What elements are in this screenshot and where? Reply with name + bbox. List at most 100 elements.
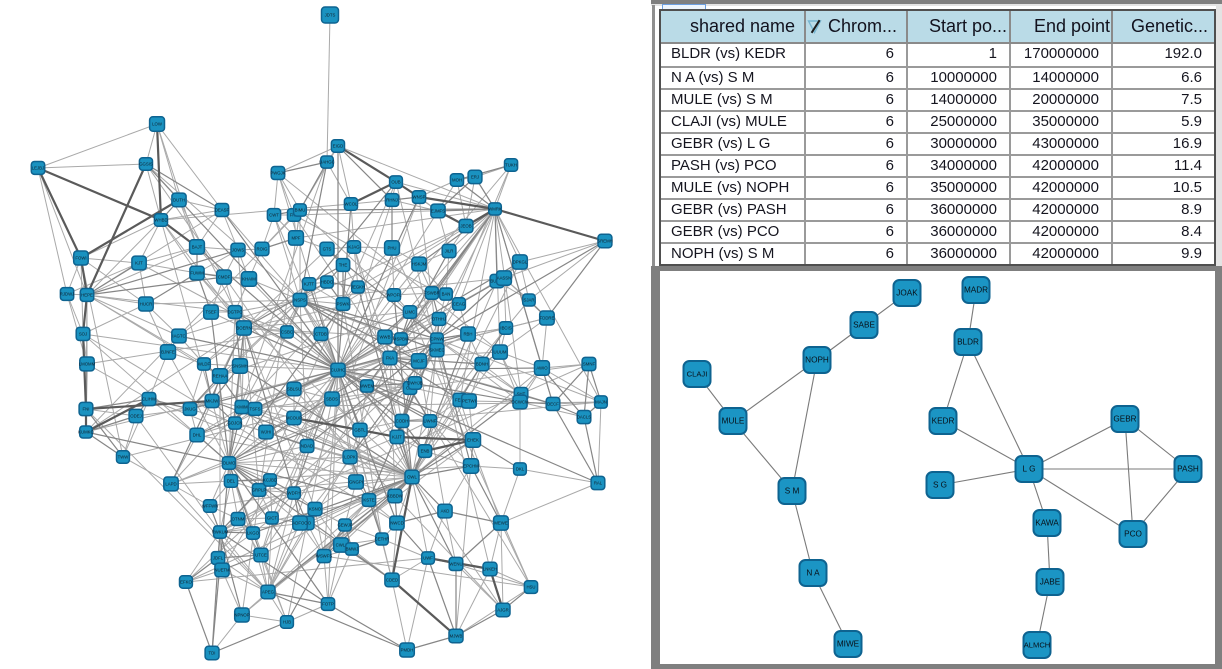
svg-text:TDI: TDI [209,651,216,656]
svg-text:EPCHM: EPCHM [463,464,479,469]
svg-text:PWGJK: PWGJK [270,171,285,176]
svg-text:SHT: SHT [517,392,526,397]
svg-text:GOJCN: GOJCN [227,421,242,426]
svg-text:BIMU: BIMU [295,208,306,213]
svg-text:CSBC: CSBC [281,330,293,335]
svg-text:WFFWN: WFFWN [202,504,218,509]
svg-text:ODEJ: ODEJ [130,414,141,419]
svg-text:CDED: CDED [386,578,398,583]
svg-text:FKA: FKA [386,356,394,361]
svg-text:NOPH: NOPH [805,356,829,365]
svg-text:EIGD: EIGD [333,144,344,149]
svg-text:LMOMM: LMOMM [79,362,96,367]
svg-text:SABE: SABE [853,321,875,330]
svg-text:WMRK: WMRK [488,207,502,212]
svg-text:FOWI: FOWI [75,256,86,261]
svg-text:CEAG: CEAG [453,302,466,307]
svg-text:DEASF: DEASF [215,208,230,213]
svg-text:MIWE: MIWE [837,640,860,649]
svg-text:RAL: RAL [594,481,603,486]
svg-text:KCJBD: KCJBD [263,478,277,483]
svg-text:JOAK: JOAK [896,289,918,298]
svg-text:DHL: DHL [193,433,202,438]
svg-text:KJJT: KJJT [392,435,402,440]
svg-text:BJNFE: BJNFE [161,350,175,355]
svg-text:LNKEH: LNKEH [483,567,497,572]
svg-text:WWB: WWB [380,335,391,340]
svg-text:CLIHW: CLIHW [142,397,157,402]
svg-text:EJMFS: EJMFS [431,209,445,214]
svg-text:GNGPI: GNGPI [349,480,363,485]
svg-text:HJB: HJB [283,620,291,625]
svg-text:UWNF: UWNF [424,419,437,424]
svg-text:EFKO: EFKO [180,580,192,585]
svg-text:HUCR: HUCR [140,302,152,307]
svg-text:GEBR: GEBR [1113,415,1136,424]
svg-text:FEIJI: FEIJI [455,398,465,403]
svg-text:MCJF: MCJF [413,359,425,364]
svg-text:UUUM: UUUM [494,350,507,355]
svg-text:SJAR: SJAR [524,298,535,303]
svg-text:DACLS: DACLS [577,415,591,420]
svg-text:HEPE: HEPE [81,293,93,298]
svg-text:CTDB: CTDB [315,332,327,337]
svg-text:FOTP: FOTP [322,602,334,607]
svg-text:IBCIS: IBCIS [500,326,511,331]
svg-text:UWF: UWF [423,556,433,561]
svg-text:ERJ: ERJ [471,175,479,180]
svg-text:JEGKH: JEGKH [351,285,365,290]
svg-text:AKD: AKD [441,509,450,514]
svg-text:AASSN: AASSN [497,276,512,281]
svg-text:ADFOO: ADFOO [292,521,308,526]
svg-text:PHU: PHU [387,246,396,251]
svg-text:DPKGL: DPKGL [513,260,528,265]
svg-text:CLAJI: CLAJI [687,370,708,379]
svg-text:MOH: MOH [452,178,462,183]
svg-text:WHBD: WHBD [154,218,167,223]
svg-text:JABE: JABE [1040,578,1061,587]
svg-text:MWEM: MWEM [360,384,375,389]
svg-text:LOPK: LOPK [344,455,356,460]
svg-text:NWCD: NWCD [390,521,403,526]
svg-text:CUJHC: CUJHC [331,368,346,373]
svg-text:CETHR: CETHR [375,537,390,542]
svg-text:KUMKO: KUMKO [78,430,94,435]
svg-text:KBBDW: KBBDW [387,494,404,499]
svg-text:NPNOP: NPNOP [234,613,249,618]
svg-text:KHAIM: KHAIM [242,277,256,282]
svg-text:CMDF: CMDF [218,275,231,280]
svg-text:BAN: BAN [442,292,451,297]
svg-text:LAPD: LAPD [165,482,176,487]
svg-text:GRPLP: GRPLP [252,488,267,493]
svg-text:MAJN: MAJN [595,400,607,405]
svg-text:LIMC: LIMC [405,310,415,315]
svg-text:NUETM: NUETM [214,568,230,573]
svg-text:MULE: MULE [722,417,745,426]
svg-text:OLMO: OLMO [223,461,236,466]
svg-text:L G: L G [1023,465,1036,474]
svg-text:JDTS: JDTS [325,13,336,18]
svg-text:FNI: FNI [83,407,90,412]
svg-text:JILR: JILR [445,249,454,254]
svg-text:BOERN: BOERN [236,326,251,331]
svg-text:WSWFS: WSWFS [316,554,333,559]
svg-text:IAGTC: IAGTC [172,334,185,339]
svg-text:KJT: KJT [135,261,143,266]
svg-text:DGTPC: DGTPC [227,310,242,315]
svg-text:APEG: APEG [262,590,275,595]
svg-text:UAHGC: UAHGC [319,160,335,165]
svg-text:GGSIS: GGSIS [139,162,153,167]
svg-text:TUKH: TUKH [505,163,517,168]
svg-text:HBDO: HBDO [321,280,334,285]
svg-text:PMDH: PMDH [401,648,414,653]
svg-text:BLDR: BLDR [957,338,979,347]
svg-text:MEWE: MEWE [494,521,508,526]
svg-text:DEL: DEL [227,479,236,484]
svg-text:OUB: OUB [391,180,400,185]
svg-text:JDFL: JDFL [213,556,224,561]
svg-text:JEOB: JEOB [460,224,471,229]
svg-text:MPF: MPF [291,236,300,241]
svg-text:DUTH: DUTH [173,198,185,203]
svg-text:SNSMH: SNSMH [232,364,248,369]
svg-text:HSKJM: HSKJM [412,262,427,267]
